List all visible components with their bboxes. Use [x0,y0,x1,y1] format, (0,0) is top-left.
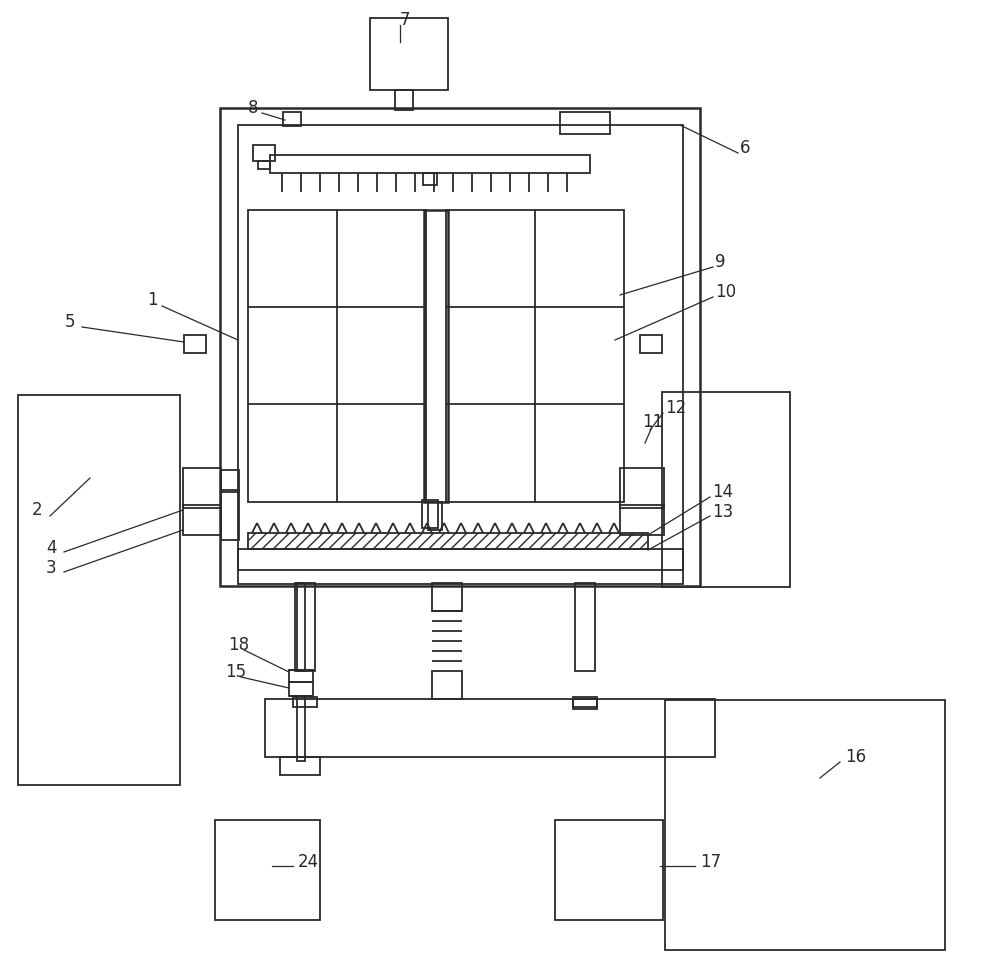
Bar [283,112,301,126]
Text: 18: 18 [228,636,249,654]
Bar [428,502,442,530]
Bar [370,18,448,90]
Bar [18,395,180,785]
Text: 11: 11 [642,413,663,431]
Bar [424,210,448,502]
Text: 15: 15 [225,663,246,681]
Text: 5: 5 [65,313,76,331]
Bar [395,90,413,110]
Bar [289,670,313,682]
Bar [265,699,715,757]
Bar [183,468,221,508]
Text: 9: 9 [715,253,726,271]
Text: 24: 24 [298,853,319,871]
Bar [555,820,663,920]
Bar [432,583,462,611]
Bar [183,505,221,535]
Text: 8: 8 [248,99,258,117]
Bar [423,173,437,185]
Text: 3: 3 [46,559,57,577]
Bar [293,697,317,707]
Bar [665,700,945,950]
Text: 10: 10 [715,283,736,301]
Text: 14: 14 [712,483,733,501]
Bar [215,820,320,920]
Bar [248,210,426,502]
Bar [220,108,700,586]
Bar [573,699,597,709]
Text: 1: 1 [147,291,158,309]
Text: 4: 4 [46,539,56,557]
Bar [620,468,664,508]
Bar [297,696,305,761]
Bar [238,125,683,570]
Bar [432,671,462,699]
Bar [573,697,597,707]
Text: 2: 2 [32,501,43,519]
Text: 17: 17 [700,853,721,871]
Bar [640,335,662,353]
Bar [221,490,239,540]
Bar [221,470,239,492]
Bar [620,505,664,535]
Text: 12: 12 [665,399,686,417]
Bar [184,335,206,353]
Bar [258,161,270,169]
Bar [560,112,610,134]
Bar [248,533,648,549]
Text: 7: 7 [400,11,411,29]
Bar [662,392,790,587]
Bar [575,583,595,671]
Bar [446,210,624,502]
Text: 6: 6 [740,139,750,157]
Bar [289,682,313,696]
Bar [295,583,315,671]
Bar [297,583,305,671]
Bar [422,500,438,528]
Bar [253,145,275,161]
Bar [270,155,590,173]
Text: 13: 13 [712,503,733,521]
Text: 16: 16 [845,748,866,766]
Bar [280,757,320,775]
Bar [238,549,683,584]
